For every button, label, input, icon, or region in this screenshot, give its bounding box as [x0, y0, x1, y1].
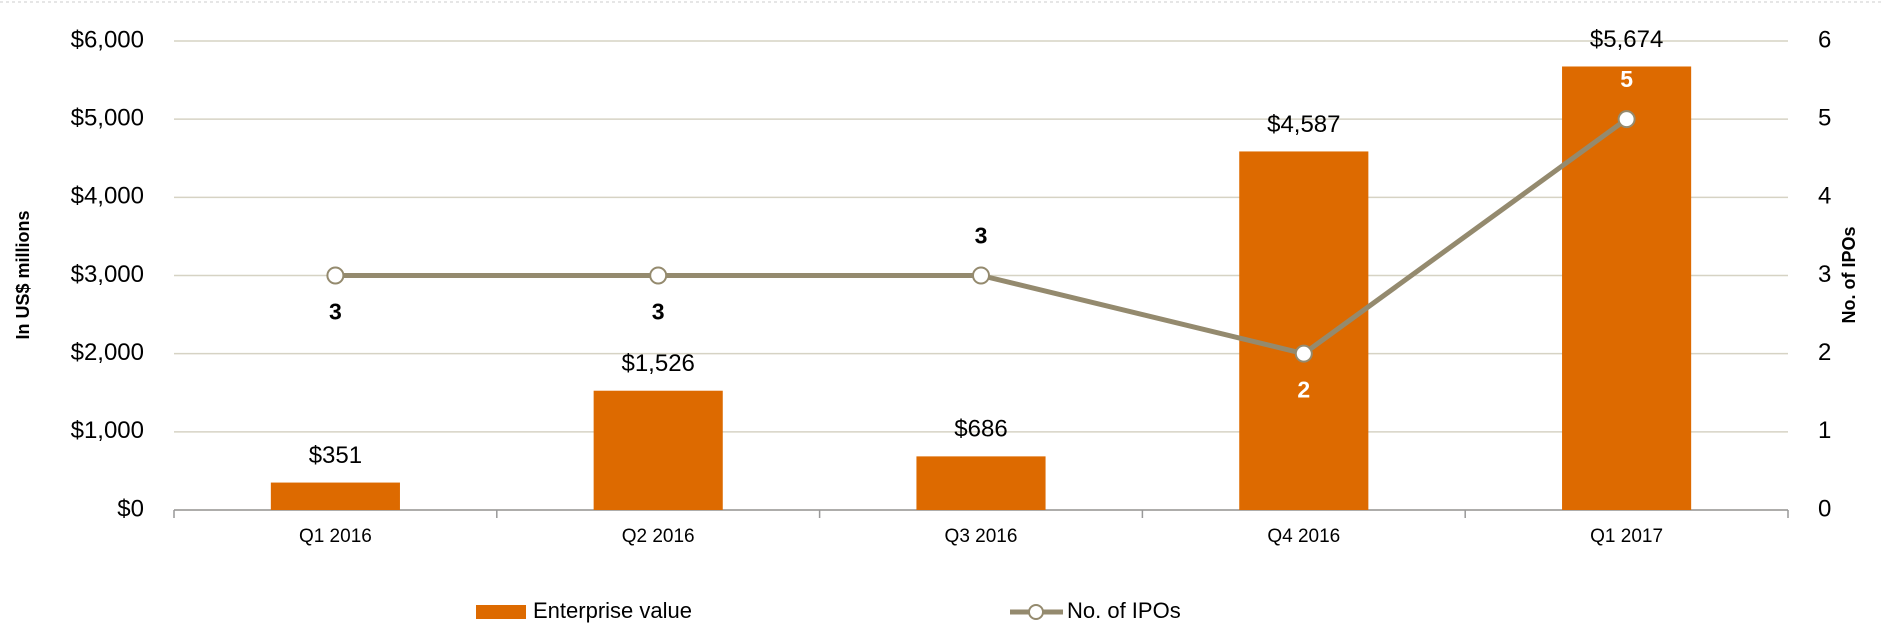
y2-axis-title: No. of IPOs — [1839, 226, 1859, 323]
y2-tick-label: 5 — [1818, 105, 1831, 132]
y-tick-label: $4,000 — [71, 183, 144, 210]
y2-tick-label: 6 — [1818, 26, 1831, 53]
line-marker — [326, 266, 345, 285]
line-value-label: 3 — [975, 223, 988, 249]
line-marker — [649, 266, 668, 285]
legend-label: Enterprise value — [533, 598, 692, 623]
y-tick-label: $6,000 — [71, 26, 144, 53]
y-tick-label: $0 — [117, 495, 144, 522]
x-tick-label: Q1 2016 — [299, 526, 372, 547]
bar — [270, 482, 400, 510]
bar — [593, 390, 723, 510]
bar-value-label: $686 — [954, 416, 1007, 443]
bar-value-label: $351 — [309, 442, 362, 469]
y2-tick-label: 1 — [1818, 417, 1831, 444]
x-tick-label: Q2 2016 — [622, 526, 695, 547]
x-tick-label: Q1 2017 — [1590, 526, 1663, 547]
line-marker — [1617, 110, 1636, 129]
legend-swatch — [476, 605, 526, 619]
x-tick-label: Q4 2016 — [1267, 526, 1340, 547]
y-tick-label: $2,000 — [71, 339, 144, 366]
y-tick-label: $3,000 — [71, 261, 144, 288]
bar — [1562, 66, 1692, 510]
y-axis-title: In US$ millions — [13, 210, 33, 339]
legend-marker — [1028, 604, 1044, 620]
y-tick-label: $5,000 — [71, 105, 144, 132]
bar-value-label: $1,526 — [621, 350, 694, 377]
bar — [1239, 151, 1369, 510]
y2-tick-label: 0 — [1818, 495, 1831, 522]
y-tick-label: $1,000 — [71, 417, 144, 444]
line-value-label: 3 — [652, 299, 665, 325]
line-marker — [972, 266, 990, 285]
x-tick-label: Q3 2016 — [945, 526, 1018, 547]
bar — [916, 456, 1046, 510]
y2-tick-label: 3 — [1818, 261, 1831, 288]
y2-tick-label: 2 — [1818, 339, 1831, 366]
legend-label: No. of IPOs — [1067, 598, 1181, 623]
line-value-label: 2 — [1297, 377, 1310, 403]
bar-value-label: $5,674 — [1590, 26, 1663, 53]
line-value-label: 3 — [329, 299, 342, 325]
line-marker — [1294, 344, 1313, 363]
bar-value-label: $4,587 — [1267, 111, 1340, 138]
line-value-label: 5 — [1620, 66, 1633, 92]
y2-tick-label: 4 — [1818, 183, 1831, 210]
